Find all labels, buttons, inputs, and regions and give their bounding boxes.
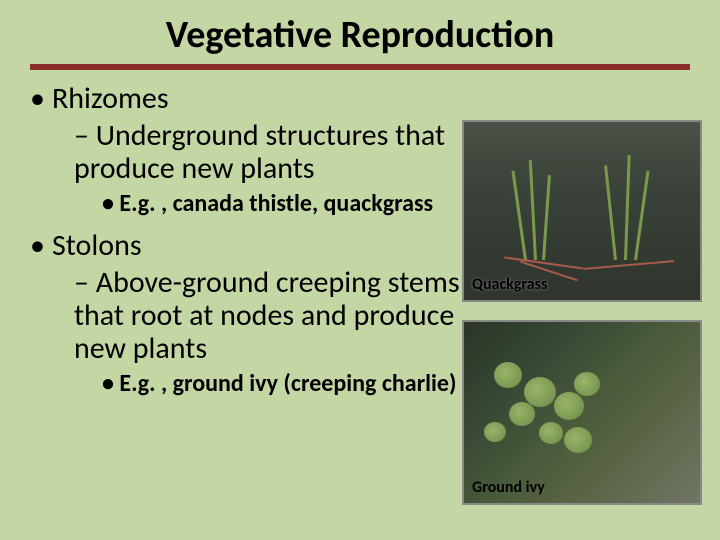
image-ground-ivy: Ground ivy: [462, 320, 702, 505]
bullet-label: Rhizomes: [52, 80, 169, 117]
slide-title: Vegetative Reproduction: [40, 12, 680, 58]
leaf-icon: [564, 427, 592, 453]
leaf-icon: [494, 362, 522, 388]
grass-blade-icon: [511, 171, 526, 261]
title-underline: [30, 64, 690, 70]
leaf-icon: [524, 377, 556, 407]
image-caption: Quackgrass: [472, 275, 547, 294]
root-icon: [584, 260, 674, 270]
example-rhizomes: • E.g. , canada thistle, quackgrass: [102, 191, 482, 217]
example-stolons: • E.g. , ground ivy (creeping charlie): [102, 371, 482, 397]
grass-blade-icon: [542, 175, 551, 260]
leaf-icon: [539, 422, 563, 444]
bullet-dot-icon: •: [30, 227, 52, 264]
sub-stolons: – Above-ground creeping stems that root …: [74, 266, 494, 365]
grass-blade-icon: [529, 160, 537, 260]
leaf-icon: [554, 392, 584, 420]
bullet-rhizomes: •Rhizomes: [30, 80, 710, 117]
sub-rhizomes: – Underground structures that produce ne…: [74, 119, 494, 185]
bullet-dot-icon: •: [30, 80, 52, 117]
title-area: Vegetative Reproduction: [0, 0, 720, 62]
image-quackgrass: Quackgrass: [462, 120, 702, 302]
bullet-label: Stolons: [52, 227, 142, 264]
leaf-icon: [484, 422, 506, 442]
leaf-icon: [509, 402, 535, 426]
grass-blade-icon: [624, 155, 631, 260]
leaf-icon: [574, 372, 600, 396]
image-caption: Ground ivy: [472, 478, 545, 497]
grass-blade-icon: [604, 165, 617, 260]
grass-blade-icon: [634, 171, 649, 261]
